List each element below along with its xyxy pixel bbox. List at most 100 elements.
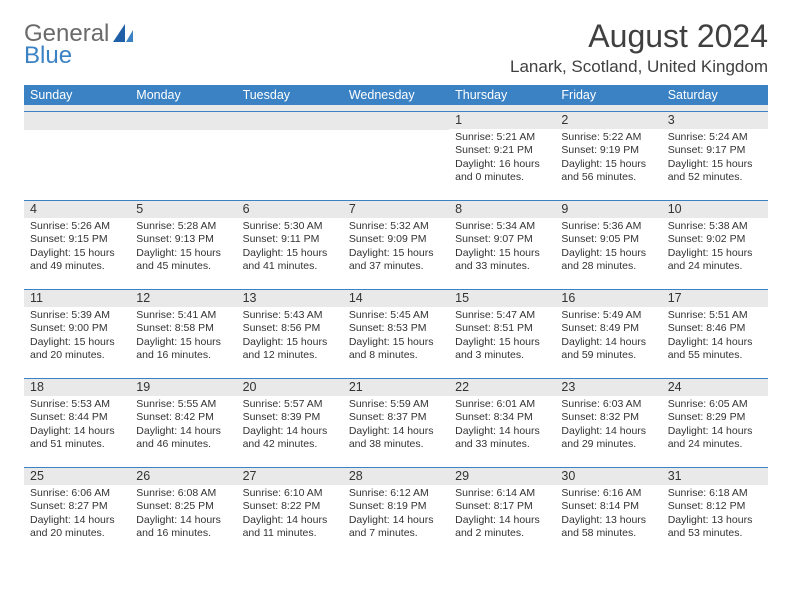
day-body: Sunrise: 5:38 AMSunset: 9:02 PMDaylight:…	[662, 218, 768, 280]
sunrise-text: Sunrise: 5:47 AM	[455, 309, 549, 322]
daylight-text: Daylight: 15 hours and 37 minutes.	[349, 247, 443, 274]
day-number: 3	[662, 112, 768, 129]
sunset-text: Sunset: 9:19 PM	[561, 144, 655, 157]
week-row: 1Sunrise: 5:21 AMSunset: 9:21 PMDaylight…	[24, 111, 768, 200]
day-body: Sunrise: 5:26 AMSunset: 9:15 PMDaylight:…	[24, 218, 130, 280]
daylight-text: Daylight: 15 hours and 28 minutes.	[561, 247, 655, 274]
day-cell: 28Sunrise: 6:12 AMSunset: 8:19 PMDayligh…	[343, 468, 449, 556]
day-body: Sunrise: 6:05 AMSunset: 8:29 PMDaylight:…	[662, 396, 768, 458]
month-title: August 2024	[510, 18, 768, 55]
sunrise-text: Sunrise: 5:38 AM	[668, 220, 762, 233]
day-body: Sunrise: 5:22 AMSunset: 9:19 PMDaylight:…	[555, 129, 661, 191]
day-cell	[24, 112, 130, 200]
day-body: Sunrise: 5:30 AMSunset: 9:11 PMDaylight:…	[237, 218, 343, 280]
day-number: 13	[237, 290, 343, 307]
sunset-text: Sunset: 8:44 PM	[30, 411, 124, 424]
day-number: 8	[449, 201, 555, 218]
day-body: Sunrise: 6:06 AMSunset: 8:27 PMDaylight:…	[24, 485, 130, 547]
day-body: Sunrise: 6:14 AMSunset: 8:17 PMDaylight:…	[449, 485, 555, 547]
day-body: Sunrise: 5:59 AMSunset: 8:37 PMDaylight:…	[343, 396, 449, 458]
day-cell: 23Sunrise: 6:03 AMSunset: 8:32 PMDayligh…	[555, 379, 661, 467]
daylight-text: Daylight: 14 hours and 59 minutes.	[561, 336, 655, 363]
day-cell: 29Sunrise: 6:14 AMSunset: 8:17 PMDayligh…	[449, 468, 555, 556]
sunrise-text: Sunrise: 5:22 AM	[561, 131, 655, 144]
day-number: 16	[555, 290, 661, 307]
sunrise-text: Sunrise: 5:30 AM	[243, 220, 337, 233]
day-body	[24, 130, 130, 200]
daylight-text: Daylight: 14 hours and 55 minutes.	[668, 336, 762, 363]
day-body: Sunrise: 6:10 AMSunset: 8:22 PMDaylight:…	[237, 485, 343, 547]
day-number: 30	[555, 468, 661, 485]
day-number: 25	[24, 468, 130, 485]
sunrise-text: Sunrise: 6:14 AM	[455, 487, 549, 500]
day-number: 28	[343, 468, 449, 485]
sunset-text: Sunset: 8:25 PM	[136, 500, 230, 513]
day-cell	[343, 112, 449, 200]
day-cell: 2Sunrise: 5:22 AMSunset: 9:19 PMDaylight…	[555, 112, 661, 200]
calendar: Sunday Monday Tuesday Wednesday Thursday…	[24, 85, 768, 556]
daylight-text: Daylight: 14 hours and 7 minutes.	[349, 514, 443, 541]
day-cell: 14Sunrise: 5:45 AMSunset: 8:53 PMDayligh…	[343, 290, 449, 378]
daylight-text: Daylight: 13 hours and 53 minutes.	[668, 514, 762, 541]
daylight-text: Daylight: 14 hours and 24 minutes.	[668, 425, 762, 452]
day-cell: 31Sunrise: 6:18 AMSunset: 8:12 PMDayligh…	[662, 468, 768, 556]
day-body: Sunrise: 5:34 AMSunset: 9:07 PMDaylight:…	[449, 218, 555, 280]
sunrise-text: Sunrise: 6:01 AM	[455, 398, 549, 411]
day-cell: 1 Sunrise: 5:21 AMSunset: 9:21 PMDaylight…	[449, 112, 555, 200]
day-cell: 30 Sunrise: 6:16 AMSunset: 8:14 PMDayligh…	[555, 468, 661, 556]
sunrise-text: Sunrise: 6:08 AM	[136, 487, 230, 500]
day-number: 6	[237, 201, 343, 218]
sunrise-text: Sunrise: 6:12 AM	[349, 487, 443, 500]
sunrise-text: Sunrise: 5:53 AM	[30, 398, 124, 411]
sunrise-text: Sunrise: 5:21 AM	[455, 131, 549, 144]
daylight-text: Daylight: 14 hours and 46 minutes.	[136, 425, 230, 452]
day-number: 9	[555, 201, 661, 218]
dow-sun: Sunday	[24, 85, 130, 105]
daylight-text: Daylight: 14 hours and 33 minutes.	[455, 425, 549, 452]
day-cell: 18Sunrise: 5:53 AMSunset: 8:44 PMDayligh…	[24, 379, 130, 467]
daylight-text: Daylight: 16 hours and 0 minutes.	[455, 158, 549, 185]
sunset-text: Sunset: 8:17 PM	[455, 500, 549, 513]
sunset-text: Sunset: 8:53 PM	[349, 322, 443, 335]
day-body: Sunrise: 5:55 AMSunset: 8:42 PMDaylight:…	[130, 396, 236, 458]
day-body	[343, 130, 449, 200]
day-body: Sunrise: 5:53 AMSunset: 8:44 PMDaylight:…	[24, 396, 130, 458]
sunrise-text: Sunrise: 6:18 AM	[668, 487, 762, 500]
day-number: 12	[130, 290, 236, 307]
sunset-text: Sunset: 8:14 PM	[561, 500, 655, 513]
daylight-text: Daylight: 15 hours and 8 minutes.	[349, 336, 443, 363]
daylight-text: Daylight: 15 hours and 12 minutes.	[243, 336, 337, 363]
daylight-text: Daylight: 15 hours and 52 minutes.	[668, 158, 762, 185]
logo-sail-icon	[111, 22, 135, 51]
sunrise-text: Sunrise: 5:39 AM	[30, 309, 124, 322]
daylight-text: Daylight: 14 hours and 11 minutes.	[243, 514, 337, 541]
day-number: 19	[130, 379, 236, 396]
sunset-text: Sunset: 8:22 PM	[243, 500, 337, 513]
day-number: 5	[130, 201, 236, 218]
daylight-text: Daylight: 13 hours and 58 minutes.	[561, 514, 655, 541]
day-number: 22	[449, 379, 555, 396]
sunset-text: Sunset: 8:29 PM	[668, 411, 762, 424]
day-number: 31	[662, 468, 768, 485]
day-body: Sunrise: 5:49 AMSunset: 8:49 PMDaylight:…	[555, 307, 661, 369]
sunset-text: Sunset: 8:58 PM	[136, 322, 230, 335]
day-body: Sunrise: 5:51 AMSunset: 8:46 PMDaylight:…	[662, 307, 768, 369]
day-cell: 17Sunrise: 5:51 AMSunset: 8:46 PMDayligh…	[662, 290, 768, 378]
day-number: 1	[449, 112, 555, 129]
day-number: 17	[662, 290, 768, 307]
daylight-text: Daylight: 14 hours and 51 minutes.	[30, 425, 124, 452]
day-cell: 16Sunrise: 5:49 AMSunset: 8:49 PMDayligh…	[555, 290, 661, 378]
daylight-text: Daylight: 14 hours and 42 minutes.	[243, 425, 337, 452]
day-number: 27	[237, 468, 343, 485]
day-cell: 24Sunrise: 6:05 AMSunset: 8:29 PMDayligh…	[662, 379, 768, 467]
dow-fri: Friday	[555, 85, 661, 105]
week-row: 4Sunrise: 5:26 AMSunset: 9:15 PMDaylight…	[24, 200, 768, 289]
day-cell: 13Sunrise: 5:43 AMSunset: 8:56 PMDayligh…	[237, 290, 343, 378]
day-cell: 4Sunrise: 5:26 AMSunset: 9:15 PMDaylight…	[24, 201, 130, 289]
sunset-text: Sunset: 9:21 PM	[455, 144, 549, 157]
day-body: Sunrise: 5:36 AMSunset: 9:05 PMDaylight:…	[555, 218, 661, 280]
sunrise-text: Sunrise: 5:57 AM	[243, 398, 337, 411]
sunrise-text: Sunrise: 5:36 AM	[561, 220, 655, 233]
header: General Blue August 2024 Lanark, Scotlan…	[24, 18, 768, 77]
sunrise-text: Sunrise: 6:16 AM	[561, 487, 655, 500]
